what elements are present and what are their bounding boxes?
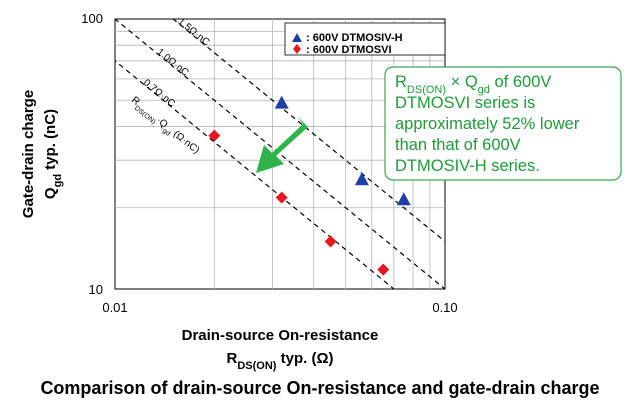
annotation-line5: DTMOSIV-H series. [395,157,540,175]
legend: : 600V DTMOSIV-H : 600V DTMOSVI [284,22,446,56]
annotation-line3: approximately 52% lower [395,115,580,133]
y-axis-label-line2: Qgd typ. (nC) [42,109,64,199]
legend-label-dtmosvi: : 600V DTMOSVI [306,44,392,56]
marker-dtmosiv-h [396,192,411,206]
data-markers [208,95,411,276]
x-axis-label-line2: RDS(ON) typ. (Ω) [227,350,334,372]
x-axis-label-line1: Drain-source On-resistance [182,327,379,344]
marker-dtmosiv-h [274,95,289,109]
annotation-line1: RDS(ON) × Qgd of 600V [395,73,551,96]
x-tick-label: 0.10 [432,300,457,315]
annotation-line4: than that of 600V [395,136,521,154]
reference-line [115,19,445,289]
marker-dtmosvi [275,191,288,204]
y-tick-label: 100 [81,11,103,26]
y-axis-label-line1: Gate-drain charge [20,90,37,218]
x-tick-label: 0.01 [102,300,127,315]
y-tick-label: 10 [89,282,103,297]
legend-triangle-marker [292,33,302,42]
reference-line [115,60,395,289]
y-axis-label: Gate-drain charge Qgd typ. (nC) [20,90,64,218]
chart-title: Comparison of drain-source On-resistance… [40,378,600,398]
marker-dtmosiv-h [354,172,369,186]
marker-dtmosvi [208,129,221,142]
reference-lines [115,19,445,289]
annotation-line2: DTMOSVI series is [395,94,535,112]
reference-line [172,19,445,243]
marker-dtmosvi [377,263,390,276]
legend-diamond-marker [293,44,301,54]
marker-dtmosvi [324,235,337,248]
improvement-arrow [256,116,308,173]
legend-label-dtmosiv-h: : 600V DTMOSIV-H [306,32,403,44]
annotation-callout: RDS(ON) × Qgd of 600V DTMOSVI series is … [384,66,622,181]
tick-labels: 0.01 0.10 10 100 [81,11,457,315]
